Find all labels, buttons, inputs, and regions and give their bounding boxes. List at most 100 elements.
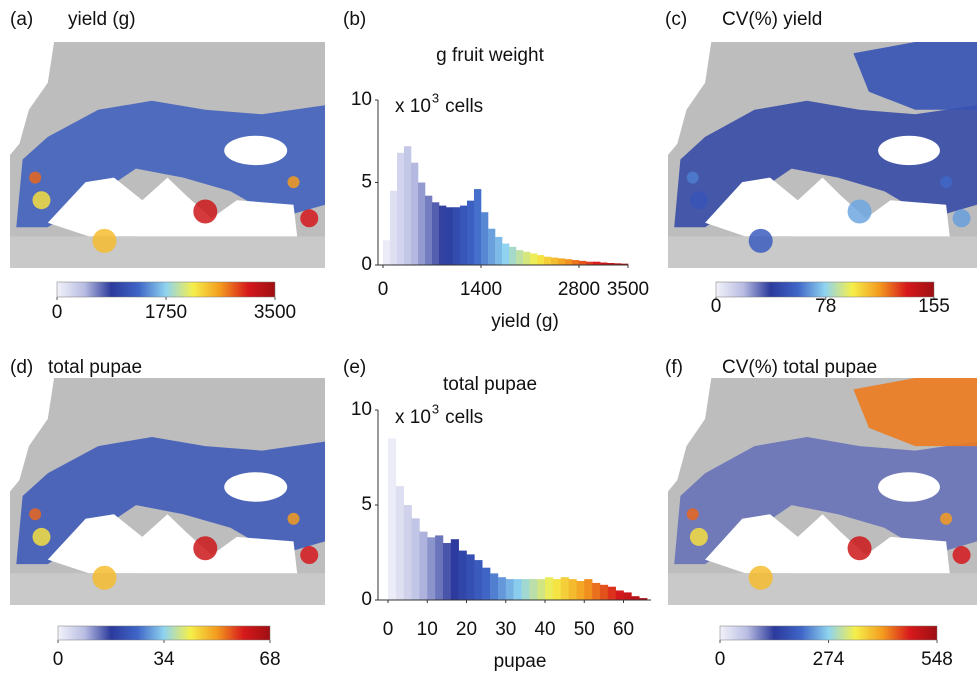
panel-title: CV(%) total pupae (722, 357, 877, 378)
unit-exponent: 3 (432, 90, 439, 105)
histogram-bar (450, 539, 459, 600)
panel-label: (e) (343, 357, 366, 378)
histogram-bar (502, 243, 510, 265)
map-africa (10, 236, 325, 268)
panel-label: (b) (343, 9, 366, 30)
x-tick-label: 40 (534, 619, 555, 640)
histogram-bar (592, 582, 601, 600)
histogram-bar (639, 598, 648, 600)
map-hotspot (32, 527, 51, 546)
map-hotspot (300, 209, 319, 228)
panel-label: (d) (10, 357, 33, 378)
y-tick-label: 10 (351, 399, 372, 420)
histogram-bar (523, 251, 531, 265)
histogram-bar (568, 579, 577, 600)
histogram-bar (474, 560, 483, 600)
histogram-bar (466, 554, 475, 600)
colorbar-tick-label: 0 (53, 649, 64, 670)
map-hotspot (748, 228, 773, 253)
histogram-bar (614, 263, 622, 265)
x-tick-label: 30 (495, 619, 516, 640)
colorbar-tick-label: 3500 (254, 302, 296, 323)
map-hotspot (940, 176, 953, 189)
histogram-bar (404, 146, 412, 265)
histogram-bar (388, 438, 397, 600)
map-atlantic (10, 42, 55, 155)
x-tick-label: 50 (574, 619, 595, 640)
histogram-bar (584, 579, 593, 600)
histogram-bar (537, 255, 545, 265)
map-hotspot (847, 199, 872, 224)
map (10, 378, 326, 605)
panel-label: (a) (10, 9, 33, 30)
colorbar-tick-label: 548 (921, 649, 953, 670)
histogram-bar (576, 581, 585, 600)
colorbar-tick-label: 0 (52, 302, 63, 323)
histogram-bar (453, 207, 461, 265)
histogram-bar (600, 262, 608, 265)
histogram-bar (395, 486, 405, 600)
colorbar (56, 281, 276, 298)
histogram-bar (411, 162, 419, 265)
histogram-bar (552, 579, 562, 600)
histogram-bar (621, 263, 629, 265)
unit-label: cells (445, 96, 483, 117)
histogram-bar (481, 212, 489, 265)
histogram-bar (427, 537, 436, 600)
histogram-bar (586, 261, 594, 265)
unit-label: x 10 (395, 407, 431, 428)
map-atlantic (668, 42, 712, 155)
colorbar-tick-label: 34 (153, 649, 175, 670)
histogram-bar (482, 567, 491, 600)
map-hotspot (952, 209, 971, 228)
colorbar (715, 281, 935, 298)
histogram-bar (623, 592, 632, 600)
histogram-bar (403, 505, 412, 600)
y-tick-label: 5 (361, 494, 372, 515)
histogram-bar (607, 263, 615, 265)
histogram-bar (467, 200, 475, 265)
histogram-bar (558, 258, 566, 265)
histogram-bar (513, 579, 522, 600)
map-hotspot (193, 199, 218, 224)
panel-title: yield (g) (68, 9, 136, 30)
histogram-title: g fruit weight (436, 45, 544, 66)
map-hotspot (686, 171, 699, 184)
colorbar-tick-label: 274 (813, 649, 845, 670)
map-africa (668, 236, 977, 268)
histogram-bar (474, 189, 482, 265)
histogram-bar (516, 250, 524, 265)
x-tick-label: 20 (456, 619, 477, 640)
colorbar (719, 625, 938, 641)
histogram-bar (458, 550, 467, 600)
colorbar (57, 625, 271, 641)
map-atlantic (668, 378, 712, 492)
map (10, 42, 326, 268)
histogram-bar (397, 152, 405, 265)
histogram-bar (411, 518, 420, 600)
panel-label: (c) (665, 9, 687, 30)
map-atlantic (10, 378, 55, 492)
panel-title: CV(%) yield (722, 9, 822, 30)
map-hotspot (952, 546, 971, 565)
colorbar-tick-label: 0 (711, 296, 722, 317)
histogram-bar (425, 195, 433, 265)
colorbar-tick-label: 1750 (145, 302, 187, 323)
map-hotspot (689, 191, 708, 210)
y-tick-label: 5 (361, 172, 372, 193)
map-hotspot (29, 508, 42, 521)
map-black-sea (878, 135, 940, 166)
colorbar-tick-label: 78 (815, 296, 836, 317)
histogram-bar (544, 256, 552, 265)
map-black-sea (224, 472, 288, 502)
histogram-title: total pupae (443, 374, 537, 395)
histogram-bar (442, 543, 452, 600)
histogram-bar (439, 205, 447, 265)
histogram-bar (490, 573, 499, 600)
histogram-bar (529, 579, 538, 600)
histogram-bar (572, 260, 580, 265)
map-hotspot (847, 536, 872, 561)
y-tick-label: 10 (351, 89, 372, 110)
histogram-bar (579, 260, 587, 265)
histogram-bar (551, 257, 559, 265)
